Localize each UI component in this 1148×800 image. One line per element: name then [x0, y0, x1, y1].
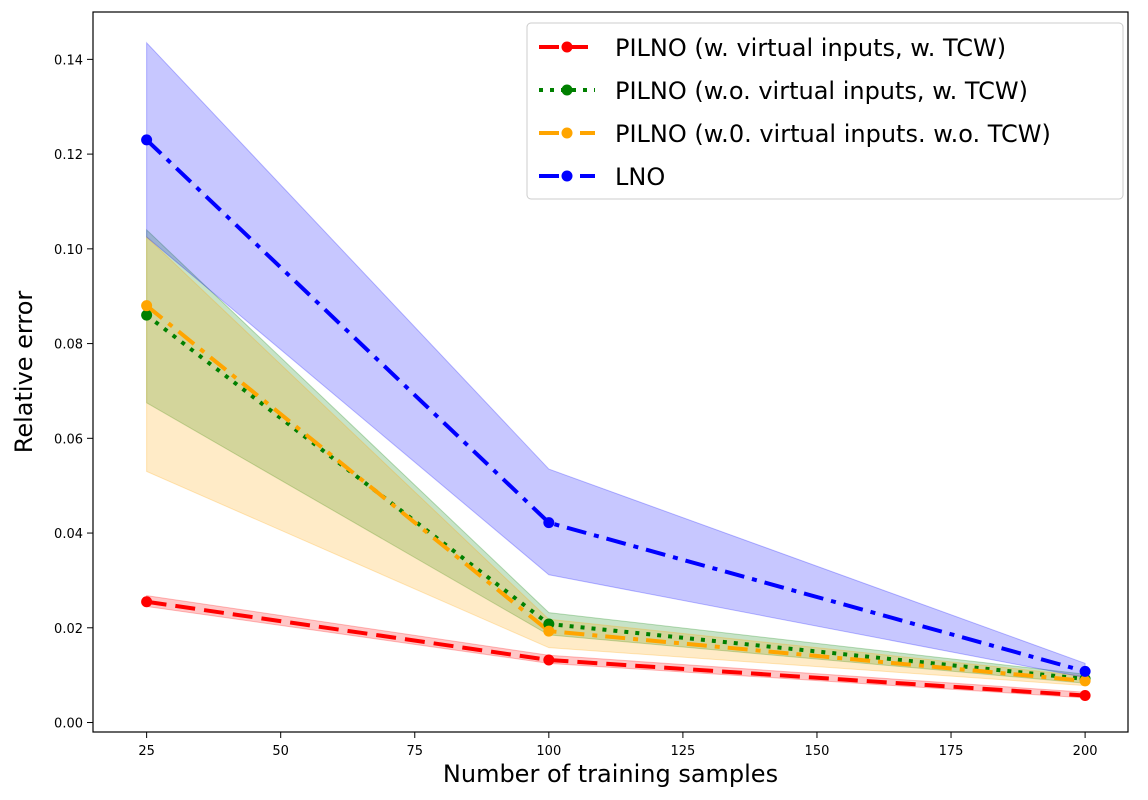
plot-frame [92, 11, 1129, 733]
data-point-series-1-3 [1079, 690, 1091, 702]
series-line-3 [145, 304, 1086, 683]
x-tick-label: 100 [536, 744, 561, 759]
x-tick-label: 50 [272, 744, 289, 759]
x-axis-ticks: 25 50 75 100 125 150 175 200 [138, 732, 1098, 759]
data-point-series-3-3 [1079, 675, 1091, 687]
y-axis-label: Relative error [10, 291, 38, 454]
x-tick-label: 75 [406, 744, 423, 759]
legend-label-1: PILNO (w. virtual inputs, w. TCW) [615, 34, 1006, 62]
y-tick-label: 0.06 [54, 432, 83, 447]
x-tick-label: 175 [939, 744, 964, 759]
series-markers [141, 134, 1091, 702]
data-point-series-4-3 [1079, 665, 1091, 677]
x-tick-label: 25 [138, 744, 155, 759]
y-tick-label: 0.12 [54, 148, 83, 163]
y-tick-label: 0.14 [54, 53, 83, 68]
data-point-series-3-1 [141, 300, 153, 312]
legend-label-2: PILNO (w.o. virtual inputs, w. TCW) [615, 77, 1028, 105]
y-tick-label: 0.00 [54, 717, 83, 732]
data-point-series-2-1 [141, 309, 153, 321]
y-tick-label: 0.10 [54, 243, 83, 258]
data-point-series-4-1 [141, 134, 153, 146]
legend-label-3: PILNO (w.0. virtual inputs. w.o. TCW) [615, 120, 1051, 148]
legend: PILNO (w. virtual inputs, w. TCW) PILNO (… [526, 22, 1124, 200]
data-point-series-4-2 [543, 517, 555, 529]
data-point-series-1-2 [543, 654, 555, 666]
data-point-series-1-1 [141, 596, 153, 608]
legend-swatch-marker-4 [561, 170, 573, 182]
x-axis-label: Number of training samples [443, 760, 778, 788]
legend-box [526, 22, 1124, 200]
y-tick-label: 0.08 [54, 338, 83, 353]
x-tick-label: 150 [805, 744, 830, 759]
y-axis-ticks: 0.00 0.02 0.04 0.06 0.08 0.10 0.12 0.14 [54, 53, 93, 732]
x-tick-label: 125 [670, 744, 695, 759]
y-tick-label: 0.04 [54, 527, 83, 542]
legend-label-4: LNO [615, 163, 665, 191]
legend-swatch-marker-3 [561, 127, 573, 139]
legend-swatch-marker-1 [561, 41, 573, 53]
y-tick-label: 0.02 [54, 622, 83, 637]
data-point-series-3-2 [543, 625, 555, 637]
x-tick-label: 200 [1073, 744, 1098, 759]
legend-swatch-marker-2 [561, 84, 573, 96]
